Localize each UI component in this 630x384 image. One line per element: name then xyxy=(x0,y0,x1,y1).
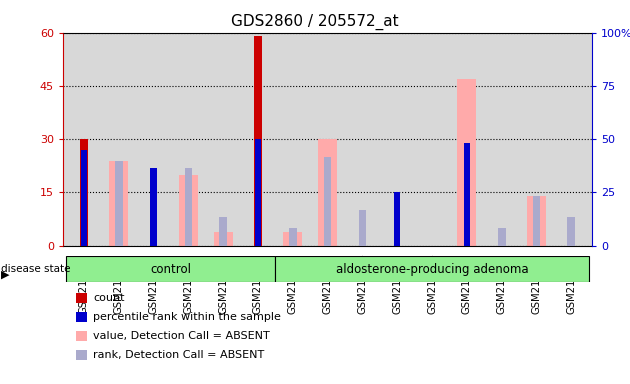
Text: count: count xyxy=(93,293,125,303)
Text: value, Detection Call = ABSENT: value, Detection Call = ABSENT xyxy=(93,331,270,341)
Bar xyxy=(284,232,302,246)
Bar xyxy=(81,150,87,246)
Bar xyxy=(394,192,401,246)
Bar xyxy=(358,210,366,246)
Bar xyxy=(219,217,227,246)
Bar xyxy=(464,143,470,246)
Text: percentile rank within the sample: percentile rank within the sample xyxy=(93,312,281,322)
Text: rank, Detection Call = ABSENT: rank, Detection Call = ABSENT xyxy=(93,350,265,360)
Bar xyxy=(151,168,157,246)
Bar xyxy=(109,161,129,246)
Bar xyxy=(289,228,297,246)
Bar xyxy=(254,36,262,246)
Bar xyxy=(318,139,337,246)
FancyBboxPatch shape xyxy=(275,256,588,282)
Bar xyxy=(214,232,232,246)
Bar xyxy=(457,79,476,246)
Bar xyxy=(255,139,261,246)
Bar xyxy=(568,217,575,246)
Bar xyxy=(115,161,122,246)
Bar xyxy=(185,168,192,246)
Text: aldosterone-producing adenoma: aldosterone-producing adenoma xyxy=(336,263,529,276)
Text: ▶: ▶ xyxy=(1,270,9,280)
Bar xyxy=(179,175,198,246)
Bar xyxy=(498,228,505,246)
Bar xyxy=(80,139,88,246)
Bar xyxy=(324,157,331,246)
Bar xyxy=(150,175,158,246)
Text: disease state: disease state xyxy=(1,264,71,274)
Text: GDS2860 / 205572_at: GDS2860 / 205572_at xyxy=(231,13,399,30)
Text: control: control xyxy=(151,263,192,276)
FancyBboxPatch shape xyxy=(67,256,275,282)
Bar xyxy=(527,196,546,246)
Bar xyxy=(532,196,541,246)
